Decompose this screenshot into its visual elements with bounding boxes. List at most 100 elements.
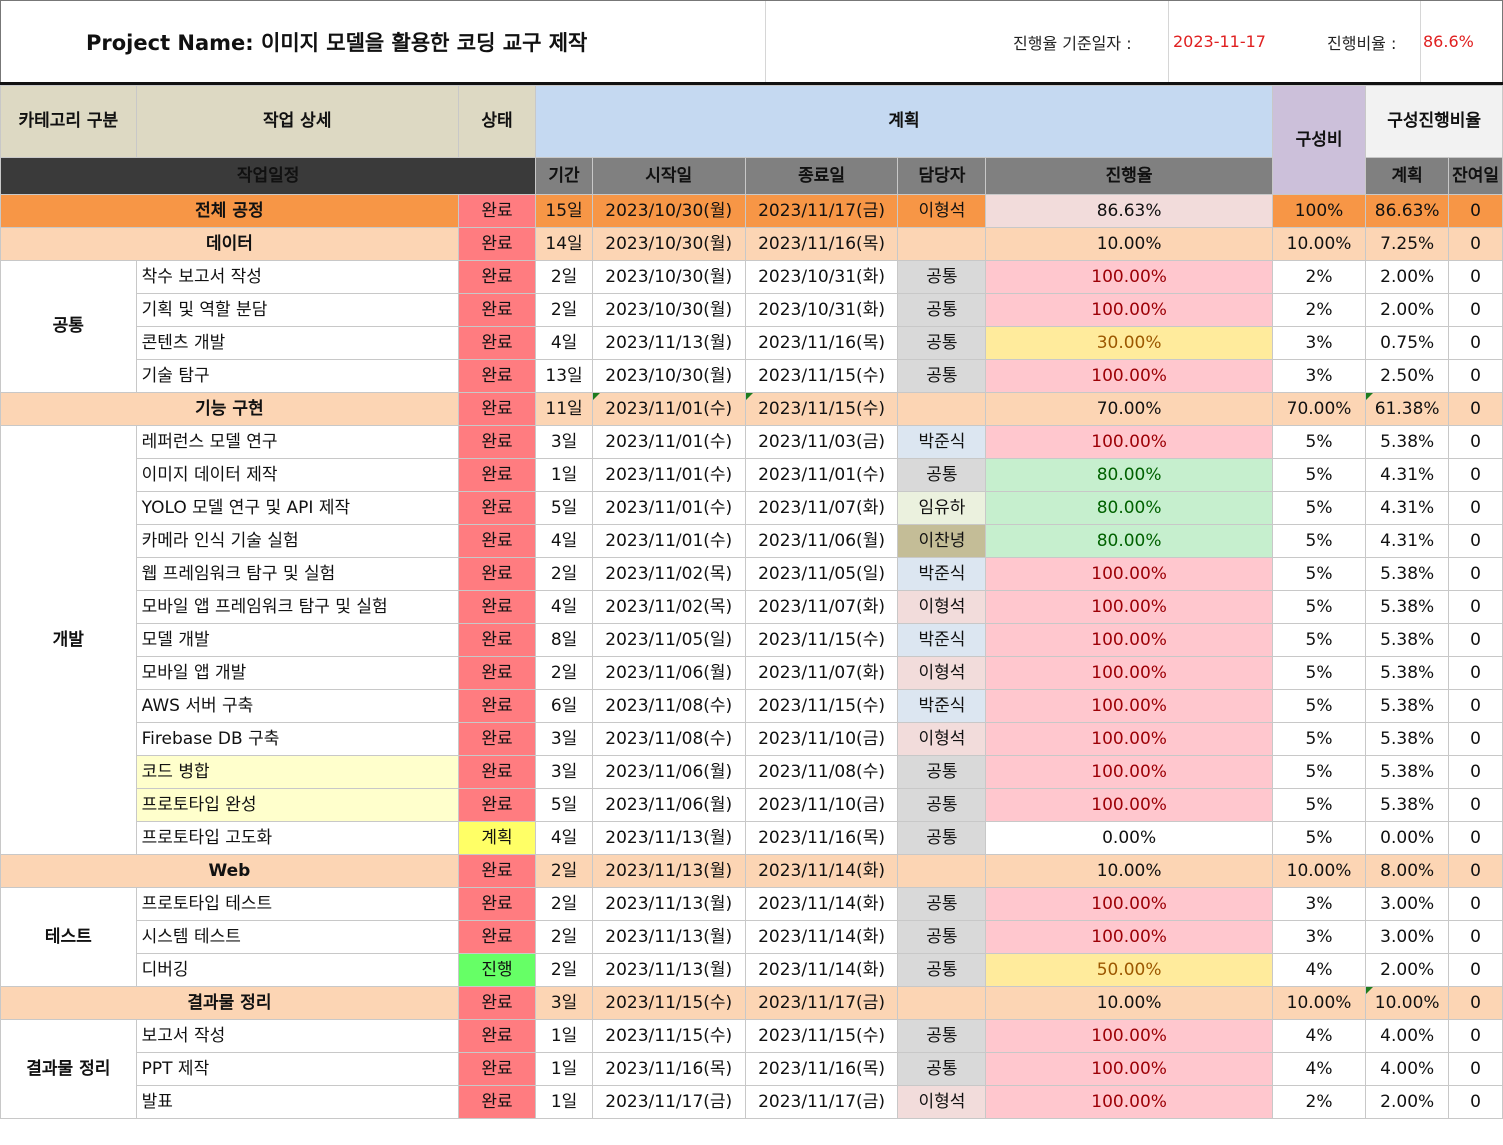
status-cell[interactable]: 완료 bbox=[457, 260, 537, 294]
end-date-cell[interactable]: 2023/11/06(월) bbox=[744, 524, 899, 558]
end-date-cell[interactable]: 2023/11/15(수) bbox=[744, 1019, 899, 1053]
progress-cell[interactable]: 100.00% bbox=[985, 1019, 1273, 1053]
status-cell[interactable]: 완료 bbox=[457, 425, 537, 459]
composition-cell[interactable]: 10.00% bbox=[1271, 227, 1367, 261]
start-date-cell[interactable]: 2023/11/01(수) bbox=[591, 425, 746, 459]
status-cell[interactable]: 완료 bbox=[457, 887, 537, 921]
owner-cell[interactable]: 박준식 bbox=[897, 425, 987, 459]
progress-cell[interactable]: 50.00% bbox=[985, 953, 1273, 987]
end-date-cell[interactable]: 2023/11/14(화) bbox=[744, 887, 899, 921]
composition-cell[interactable]: 4% bbox=[1271, 953, 1367, 987]
plan-rate-cell[interactable]: 3.00% bbox=[1365, 920, 1450, 954]
progress-cell[interactable]: 80.00% bbox=[985, 458, 1273, 492]
owner-cell[interactable]: 공통 bbox=[897, 1019, 987, 1053]
composition-cell[interactable]: 2% bbox=[1271, 1085, 1367, 1119]
duration-cell[interactable]: 4일 bbox=[535, 590, 593, 624]
progress-cell[interactable]: 100.00% bbox=[985, 755, 1273, 789]
duration-cell[interactable]: 6일 bbox=[535, 689, 593, 723]
progress-cell[interactable]: 100.00% bbox=[985, 788, 1273, 822]
remain-cell[interactable]: 0 bbox=[1448, 953, 1503, 987]
duration-cell[interactable]: 3일 bbox=[535, 722, 593, 756]
start-date-cell[interactable]: 2023/11/06(월) bbox=[591, 788, 746, 822]
summary-name[interactable]: 기능 구현 bbox=[0, 392, 459, 426]
status-cell[interactable]: 완료 bbox=[457, 755, 537, 789]
task-cell[interactable]: 보고서 작성 bbox=[135, 1019, 459, 1053]
duration-cell[interactable]: 2일 bbox=[535, 260, 593, 294]
end-date-cell[interactable]: 2023/10/31(화) bbox=[744, 260, 899, 294]
header-composition[interactable]: 구성비 bbox=[1271, 85, 1367, 195]
owner-cell[interactable] bbox=[897, 854, 987, 888]
progress-cell[interactable]: 100.00% bbox=[985, 920, 1273, 954]
status-cell[interactable]: 완료 bbox=[457, 986, 537, 1020]
progress-cell[interactable]: 10.00% bbox=[985, 854, 1273, 888]
owner-cell[interactable]: 이형석 bbox=[897, 194, 987, 228]
start-date-cell[interactable]: 2023/11/17(금) bbox=[591, 1085, 746, 1119]
status-cell[interactable]: 완료 bbox=[457, 1019, 537, 1053]
status-cell[interactable]: 완료 bbox=[457, 788, 537, 822]
remain-cell[interactable]: 0 bbox=[1448, 623, 1503, 657]
plan-rate-cell[interactable]: 7.25% bbox=[1365, 227, 1450, 261]
duration-cell[interactable]: 5일 bbox=[535, 491, 593, 525]
progress-cell[interactable]: 100.00% bbox=[985, 623, 1273, 657]
plan-rate-cell[interactable]: 0.00% bbox=[1365, 821, 1450, 855]
duration-cell[interactable]: 3일 bbox=[535, 755, 593, 789]
composition-cell[interactable]: 3% bbox=[1271, 359, 1367, 393]
composition-cell[interactable]: 3% bbox=[1271, 920, 1367, 954]
duration-cell[interactable]: 4일 bbox=[535, 326, 593, 360]
remain-cell[interactable]: 0 bbox=[1448, 656, 1503, 690]
owner-cell[interactable]: 박준식 bbox=[897, 557, 987, 591]
plan-rate-cell[interactable]: 86.63% bbox=[1365, 194, 1450, 228]
start-date-cell[interactable]: 2023/10/30(월) bbox=[591, 260, 746, 294]
remain-cell[interactable]: 0 bbox=[1448, 1085, 1503, 1119]
remain-cell[interactable]: 0 bbox=[1448, 260, 1503, 294]
progress-cell[interactable]: 10.00% bbox=[985, 227, 1273, 261]
end-date-cell[interactable]: 2023/11/16(목) bbox=[744, 326, 899, 360]
owner-cell[interactable]: 공통 bbox=[897, 920, 987, 954]
start-date-cell[interactable]: 2023/10/30(월) bbox=[591, 359, 746, 393]
duration-cell[interactable]: 8일 bbox=[535, 623, 593, 657]
remain-cell[interactable]: 0 bbox=[1448, 887, 1503, 921]
plan-rate-cell[interactable]: 5.38% bbox=[1365, 722, 1450, 756]
status-cell[interactable]: 완료 bbox=[457, 623, 537, 657]
summary-name[interactable]: 결과물 정리 bbox=[0, 986, 459, 1020]
remain-cell[interactable]: 0 bbox=[1448, 854, 1503, 888]
end-date-cell[interactable]: 2023/11/08(수) bbox=[744, 755, 899, 789]
plan-rate-cell[interactable]: 4.31% bbox=[1365, 491, 1450, 525]
plan-rate-cell[interactable]: 2.00% bbox=[1365, 1085, 1450, 1119]
remain-cell[interactable]: 0 bbox=[1448, 458, 1503, 492]
task-cell[interactable]: 모델 개발 bbox=[135, 623, 459, 657]
progress-cell[interactable]: 100.00% bbox=[985, 425, 1273, 459]
plan-rate-cell[interactable]: 5.38% bbox=[1365, 590, 1450, 624]
end-date-cell[interactable]: 2023/11/07(화) bbox=[744, 491, 899, 525]
composition-cell[interactable]: 100% bbox=[1271, 194, 1367, 228]
status-cell[interactable]: 완료 bbox=[457, 491, 537, 525]
duration-cell[interactable]: 2일 bbox=[535, 656, 593, 690]
duration-cell[interactable]: 2일 bbox=[535, 293, 593, 327]
remain-cell[interactable]: 0 bbox=[1448, 920, 1503, 954]
owner-cell[interactable]: 이형석 bbox=[897, 1085, 987, 1119]
start-date-cell[interactable]: 2023/11/13(월) bbox=[591, 887, 746, 921]
status-cell[interactable]: 완료 bbox=[457, 656, 537, 690]
status-cell[interactable]: 완료 bbox=[457, 524, 537, 558]
status-cell[interactable]: 완료 bbox=[457, 326, 537, 360]
end-date-cell[interactable]: 2023/11/10(금) bbox=[744, 788, 899, 822]
task-cell[interactable]: 프로토타입 고도화 bbox=[135, 821, 459, 855]
start-date-cell[interactable]: 2023/11/01(수) bbox=[591, 491, 746, 525]
end-date-cell[interactable]: 2023/11/05(일) bbox=[744, 557, 899, 591]
base-date-value[interactable]: 2023-11-17 bbox=[1173, 32, 1266, 51]
start-date-cell[interactable]: 2023/11/13(월) bbox=[591, 326, 746, 360]
start-date-cell[interactable]: 2023/11/13(월) bbox=[591, 953, 746, 987]
owner-cell[interactable]: 공통 bbox=[897, 1052, 987, 1086]
start-date-cell[interactable]: 2023/11/13(월) bbox=[591, 854, 746, 888]
owner-cell[interactable]: 박준식 bbox=[897, 689, 987, 723]
category-cell[interactable]: 테스트 bbox=[0, 887, 137, 987]
header-comp-progress[interactable]: 구성진행비율 bbox=[1365, 85, 1503, 158]
owner-cell[interactable]: 임유하 bbox=[897, 491, 987, 525]
header-remain[interactable]: 잔여일 bbox=[1448, 157, 1503, 195]
start-date-cell[interactable]: 2023/11/13(월) bbox=[591, 821, 746, 855]
owner-cell[interactable]: 이형석 bbox=[897, 590, 987, 624]
progress-cell[interactable]: 100.00% bbox=[985, 590, 1273, 624]
header-status[interactable]: 상태 bbox=[457, 85, 537, 158]
task-cell[interactable]: 착수 보고서 작성 bbox=[135, 260, 459, 294]
category-cell[interactable]: 개발 bbox=[0, 425, 137, 855]
